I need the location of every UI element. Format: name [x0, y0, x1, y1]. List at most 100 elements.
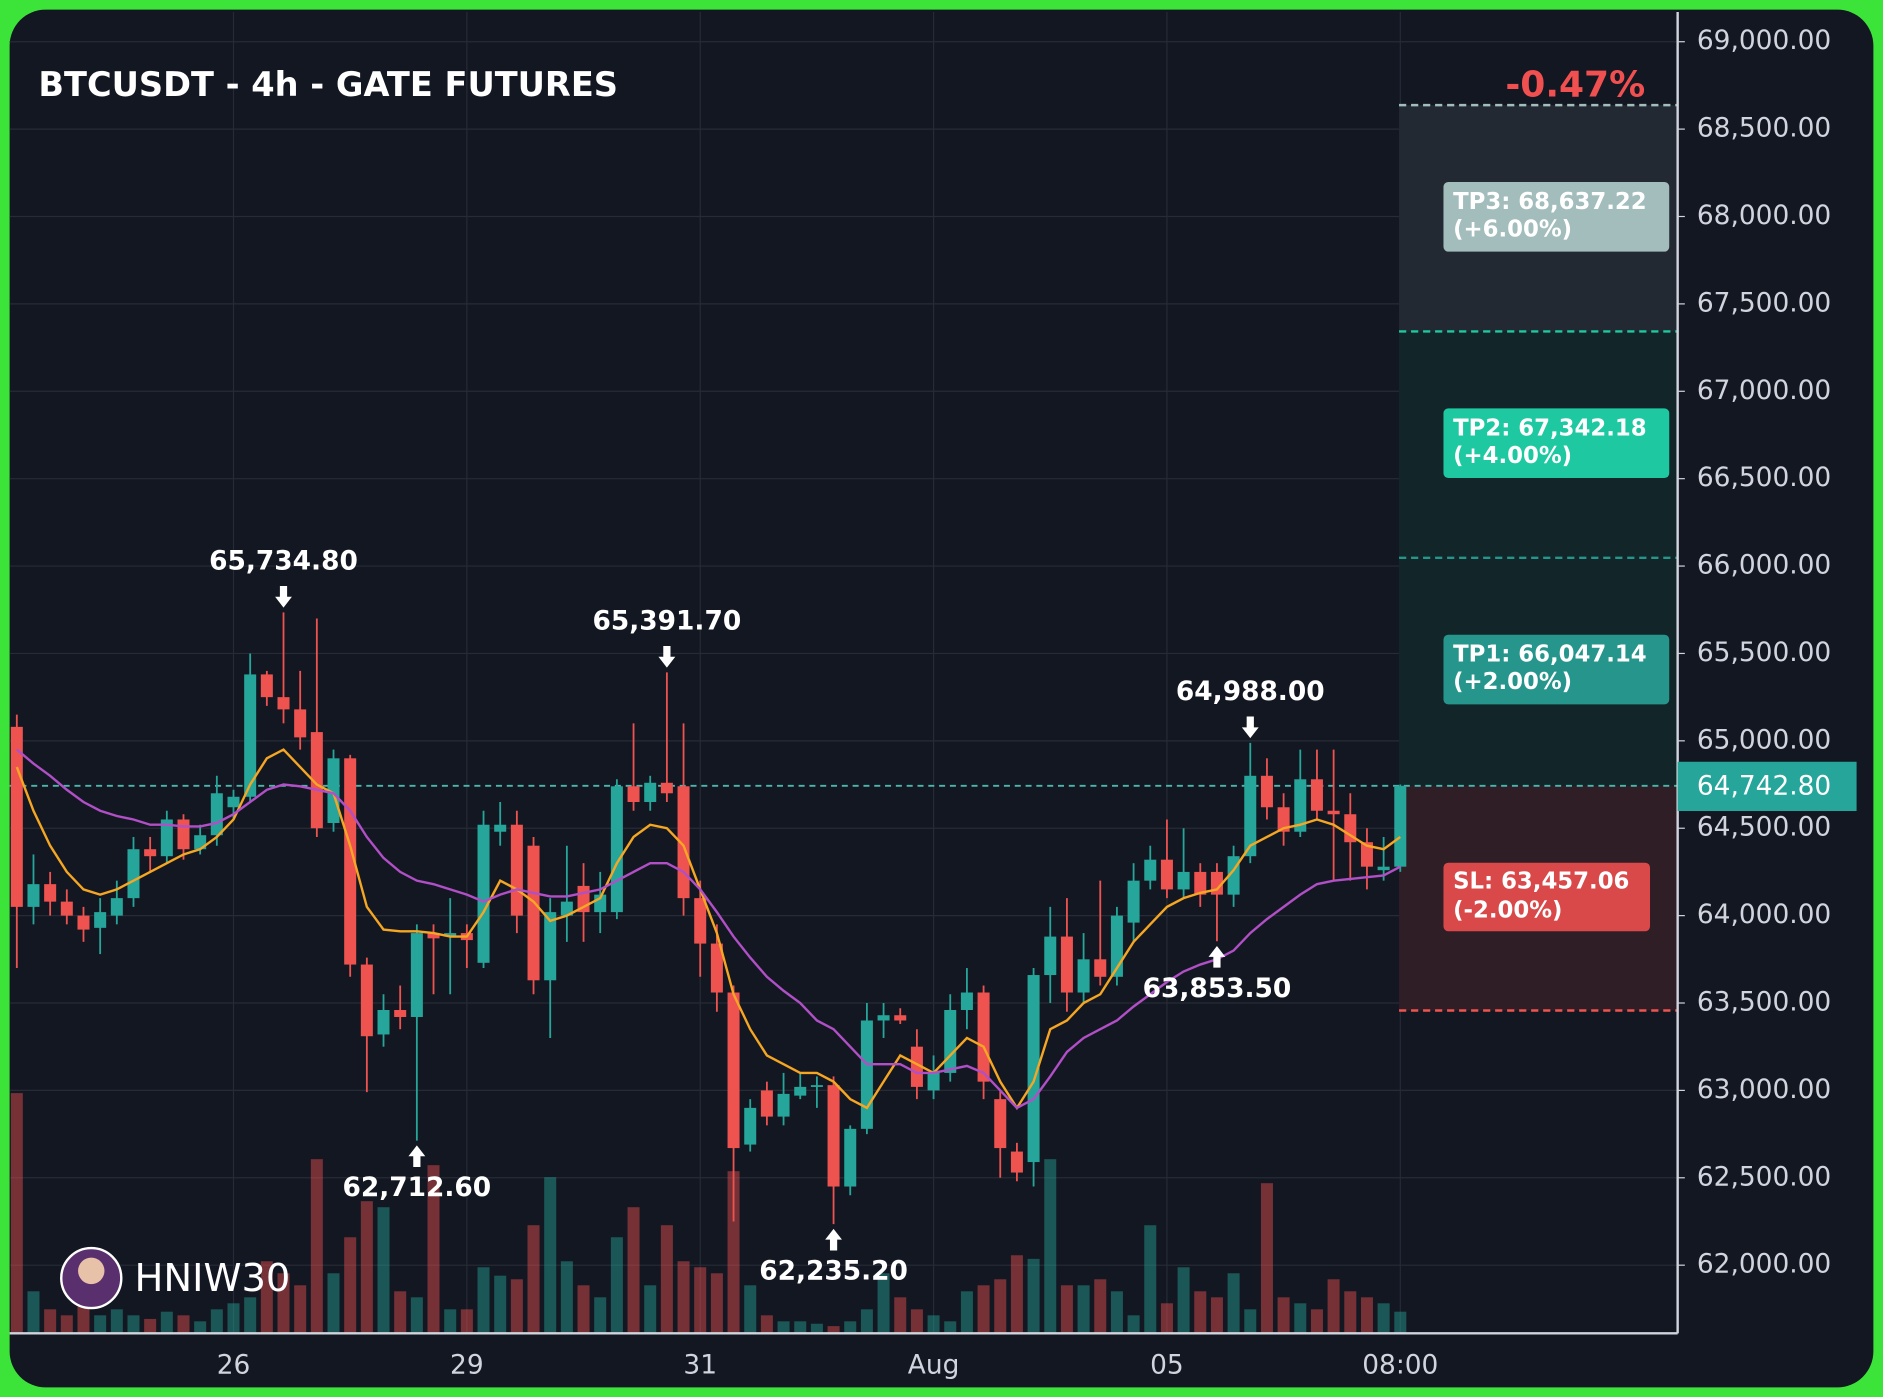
- volume-bar: [594, 1297, 607, 1334]
- volume-bar: [510, 1279, 523, 1334]
- volume-bar: [44, 1309, 57, 1334]
- arrow: [1208, 946, 1226, 968]
- x-tick-label: 05: [1150, 1349, 1184, 1380]
- volume-bar: [927, 1315, 940, 1334]
- volume-bar: [877, 1273, 890, 1334]
- candle-body: [694, 898, 707, 944]
- candle-body: [1260, 775, 1273, 808]
- candle-body: [27, 884, 40, 907]
- candle-body: [510, 824, 523, 916]
- volume-bar: [244, 1297, 257, 1334]
- volume-bar: [444, 1309, 457, 1334]
- target-label-box: [1443, 408, 1670, 479]
- volume-bar: [1060, 1285, 1073, 1334]
- candle-body: [1160, 859, 1173, 890]
- volume-bar: [760, 1315, 773, 1334]
- candle-body: [1060, 936, 1073, 993]
- volume-bar: [544, 1177, 557, 1334]
- high-label: 65,391.70: [593, 605, 742, 636]
- volume-bar: [727, 1171, 740, 1334]
- low-label: 63,853.50: [1143, 973, 1292, 1004]
- candle-body: [327, 758, 340, 823]
- x-tick-label: 29: [450, 1349, 484, 1380]
- volume-bar: [60, 1315, 73, 1334]
- volume-bar: [360, 1201, 373, 1334]
- volume-bar: [260, 1261, 273, 1334]
- candle-body: [910, 1046, 923, 1087]
- candle-body: [1177, 871, 1190, 890]
- volume-bar: [294, 1285, 307, 1334]
- volume-bar: [1194, 1291, 1207, 1334]
- x-tick-label: 26: [217, 1349, 251, 1380]
- candle-body: [260, 674, 273, 698]
- volume-bar: [577, 1285, 590, 1334]
- volume-bar: [1227, 1273, 1240, 1334]
- candle-body: [377, 1009, 390, 1035]
- volume-bar: [810, 1323, 823, 1334]
- position-change: -0.47%: [1505, 64, 1645, 105]
- volume-bar: [1360, 1297, 1373, 1334]
- volume-bar: [194, 1321, 207, 1334]
- volume-bar: [827, 1326, 840, 1334]
- target-label-box: [1443, 634, 1670, 705]
- arrow: [825, 1228, 842, 1251]
- candle-body: [894, 1015, 907, 1021]
- price-label: 64,742.80: [1697, 770, 1831, 801]
- volume-bar: [177, 1315, 190, 1334]
- candle-body: [610, 786, 623, 913]
- candle-body: [1044, 936, 1057, 976]
- candle-body: [1327, 810, 1340, 815]
- stop-label: SL: 63,457.06: [1453, 868, 1629, 894]
- volume-bar: [627, 1207, 640, 1334]
- y-tick-label: 62,000.00: [1697, 1249, 1831, 1280]
- volume-bar: [127, 1315, 140, 1334]
- volume-bar: [610, 1237, 623, 1334]
- y-tick-label: 67,000.00: [1697, 375, 1831, 406]
- target-change: (+6.00%): [1453, 217, 1572, 243]
- candle-body: [294, 709, 307, 738]
- candle-body: [1027, 975, 1040, 1163]
- volume-bar: [77, 1303, 90, 1334]
- y-tick-label: 66,000.00: [1697, 550, 1831, 581]
- volume-bar: [960, 1291, 973, 1334]
- target-label: TP2: 67,342.18: [1453, 415, 1647, 441]
- candle-body: [1094, 959, 1107, 977]
- x-tick-label: Aug: [908, 1349, 960, 1380]
- volume-bar: [860, 1309, 873, 1334]
- candle-body: [494, 824, 507, 832]
- volume-bar: [1394, 1311, 1407, 1334]
- volume-bar: [10, 1093, 23, 1334]
- volume-bar: [1294, 1303, 1307, 1334]
- candle-body: [560, 901, 573, 916]
- candle-body: [444, 933, 457, 937]
- candle-body: [994, 1099, 1007, 1149]
- candle-body: [1194, 871, 1207, 895]
- candle-body: [627, 786, 640, 803]
- candle-body: [144, 849, 157, 857]
- y-tick-label: 64,000.00: [1697, 899, 1831, 930]
- high-label: 64,988.00: [1176, 676, 1325, 707]
- candle-body: [310, 732, 323, 829]
- volume-bar: [660, 1225, 673, 1334]
- x-tick-label: 08:00: [1362, 1349, 1438, 1380]
- moving-average: [16, 748, 1401, 1110]
- target-label: TP3: 68,637.22: [1453, 189, 1647, 215]
- candle-body: [227, 796, 240, 808]
- candle-body: [827, 1085, 840, 1187]
- volume-bar: [344, 1237, 357, 1334]
- candle-body: [777, 1093, 790, 1117]
- y-tick-label: 68,500.00: [1697, 113, 1831, 144]
- candle-body: [110, 898, 123, 916]
- candle-body: [1144, 859, 1157, 881]
- candle-body: [927, 1072, 940, 1091]
- candle-body: [277, 697, 290, 710]
- y-tick-label: 68,000.00: [1697, 200, 1831, 231]
- volume-bar: [1210, 1297, 1223, 1334]
- volume-bar: [410, 1297, 423, 1334]
- candle-body: [660, 782, 673, 794]
- candle-body: [360, 964, 373, 1037]
- plot: SL: 63,457.06 (-2.00%) TP1: 66,047.14(+2.0…: [9, 12, 1678, 1334]
- volume-bar: [310, 1159, 323, 1334]
- volume-bar: [677, 1261, 690, 1334]
